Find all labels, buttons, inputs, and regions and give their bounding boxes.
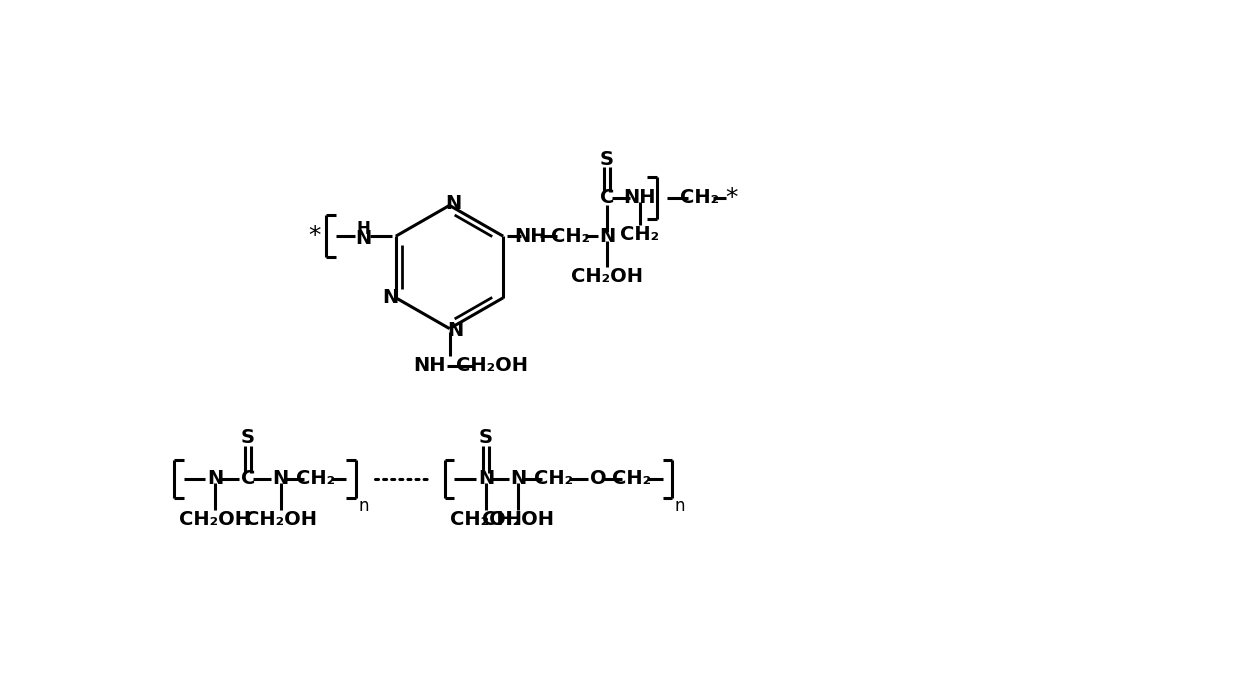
Text: CH₂: CH₂ xyxy=(620,225,660,244)
Text: H: H xyxy=(356,219,371,238)
Text: N: N xyxy=(511,469,527,488)
Text: CH₂OH: CH₂OH xyxy=(482,510,554,529)
Text: CH₂OH: CH₂OH xyxy=(572,266,644,286)
Text: CH₂OH: CH₂OH xyxy=(456,356,528,375)
Text: CH₂OH: CH₂OH xyxy=(244,510,316,529)
Text: S: S xyxy=(241,428,255,447)
Text: CH₂OH: CH₂OH xyxy=(180,510,252,529)
Text: N: N xyxy=(355,229,372,248)
Text: CH₂: CH₂ xyxy=(533,469,573,488)
Text: NH: NH xyxy=(515,227,547,246)
Text: N: N xyxy=(446,321,463,340)
Text: CH₂: CH₂ xyxy=(551,227,590,246)
Text: N: N xyxy=(477,469,494,488)
Text: NH: NH xyxy=(413,356,445,375)
Text: S: S xyxy=(479,428,494,447)
Text: CH₂OH: CH₂OH xyxy=(450,510,522,529)
Text: *: * xyxy=(309,224,321,248)
Text: *: * xyxy=(725,186,738,210)
Text: n: n xyxy=(675,497,684,514)
Text: N: N xyxy=(599,227,615,246)
Text: NH: NH xyxy=(624,188,656,207)
Text: N: N xyxy=(207,469,223,488)
Text: C: C xyxy=(600,188,614,207)
Text: CH₂: CH₂ xyxy=(296,469,335,488)
Text: CH₂: CH₂ xyxy=(681,188,719,207)
Text: N: N xyxy=(382,288,398,308)
Text: CH₂: CH₂ xyxy=(613,469,651,488)
Text: n: n xyxy=(358,497,368,514)
Text: N: N xyxy=(273,469,289,488)
Text: N: N xyxy=(445,194,461,212)
Text: S: S xyxy=(600,150,614,169)
Text: O: O xyxy=(590,469,606,488)
Text: C: C xyxy=(241,469,255,488)
